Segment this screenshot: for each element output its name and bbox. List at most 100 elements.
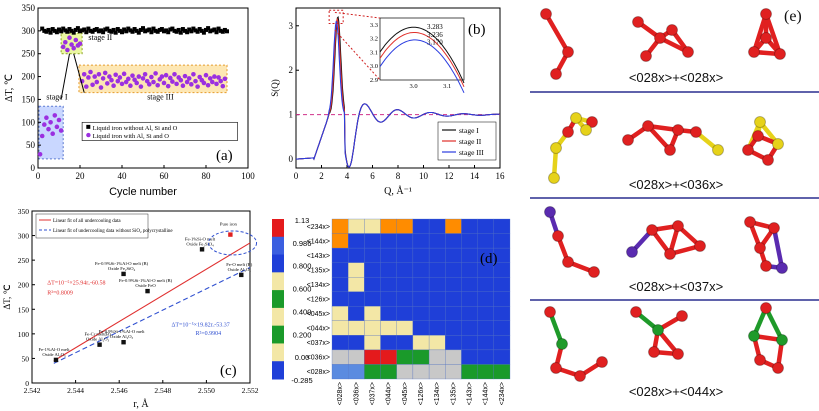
- chart-a-point-black: [210, 28, 215, 33]
- chart-d-cell: [364, 291, 381, 307]
- chart-b-xlabel: Q, Å⁻¹: [384, 185, 412, 197]
- chart-d-row-label: <036x>: [307, 355, 330, 362]
- chart-a-xtick-label: 100: [241, 171, 255, 181]
- cluster-atom: [748, 330, 760, 342]
- chart-a-point-purple: [86, 75, 91, 80]
- chart-a-point-black: [189, 29, 194, 34]
- chart-d-cell: [428, 335, 446, 351]
- chart-b-xtick-label: 4: [345, 171, 350, 181]
- chart-a-ytick-label: 100: [22, 117, 36, 127]
- chart-a-xtick-label: 20: [76, 171, 86, 181]
- cluster-atom: [664, 248, 676, 260]
- chart-b-inset-frame: [379, 17, 465, 81]
- chart-d-cell: [477, 306, 494, 321]
- chart-a-point-black: [40, 26, 45, 31]
- chart-b-series-line: [296, 20, 500, 168]
- chart-b-inset-series: [379, 26, 465, 84]
- chart-a-point-black: [57, 27, 61, 32]
- chart-a-point-black: [225, 29, 229, 34]
- chart-d-row-label: <143x>: [307, 253, 330, 260]
- chart-c-point-sublabel: Oxide Fe₂SiO₄: [108, 266, 136, 271]
- chart-d: 1.13 0.986 0.800 0.600 0.400 0.200 0.00 -0.285 <…: [268, 205, 524, 411]
- chart-a-point-black: [151, 26, 156, 31]
- cluster-atom: [774, 48, 786, 60]
- chart-a-point-purple: [130, 73, 135, 78]
- chart-a-point-black: [216, 26, 221, 31]
- chart-a-point-black: [78, 29, 82, 34]
- chart-a-point-black: [172, 28, 177, 33]
- chart-a-arrow-2: [60, 53, 70, 100]
- chart-c-point-label: Fe-1%Al-O melt: [38, 347, 70, 352]
- chart-d-cell: [380, 262, 397, 278]
- cluster-atom: [754, 242, 766, 254]
- chart-a-point-purple: [88, 69, 93, 75]
- chart-a-point-purple: [46, 126, 51, 132]
- chart-a: 0 20 40 60 80 100 0 50 100 150 200 250 300 350 Cycle n…: [0, 0, 262, 200]
- chart-a-point-black: [174, 29, 179, 34]
- chart-d-colorbar-band: [272, 254, 284, 273]
- chart-d-row-label: <126x>: [307, 297, 330, 304]
- chart-b-inset-series: [379, 32, 465, 88]
- chart-d-cell: [493, 306, 511, 321]
- cluster-atom: [752, 130, 764, 142]
- chart-a-point-purple: [121, 71, 127, 77]
- chart-d-cell: [477, 320, 494, 336]
- chart-a-point-black: [101, 30, 106, 35]
- chart-c-point-label: Fe-0.9%Si-1%Al-O melt (B): [119, 278, 173, 283]
- chart-d-cell: [428, 306, 446, 321]
- chart-b-ytick-label: 2: [289, 65, 294, 75]
- chart-a-ytick-label: 350: [22, 3, 36, 13]
- chart-a-point-purple: [201, 80, 207, 86]
- chart-a-point-purple: [119, 81, 125, 87]
- chart-c-point: [199, 247, 205, 252]
- chart-d-colorbar-band: [272, 236, 284, 256]
- chart-a-point-black: [199, 28, 204, 33]
- chart-a-legend-box: [81, 121, 238, 141]
- chart-d-colorbar-tick: -0.285: [291, 376, 312, 385]
- chart-d-cell: [380, 277, 397, 292]
- chart-d-cell: [428, 364, 446, 380]
- chart-a-point-purple: [98, 85, 104, 90]
- chart-d-cell: [445, 291, 462, 307]
- chart-a-point-black: [222, 27, 227, 32]
- chart-b: 0 2 4 6 8 10 12 14 16 0 1 2 3 Q, Å⁻¹ S(Q) 3.283 3.236 3.1…: [268, 0, 510, 200]
- chart-a-point-black: [44, 29, 49, 34]
- chart-c-point-label: Fe-1%Si-O melt: [185, 236, 216, 241]
- chart-d-cell: [412, 277, 430, 292]
- chart-c-legend-label-2: Linear fit of undercooling data without …: [53, 229, 173, 234]
- chart-a-point-black: [107, 28, 112, 33]
- chart-b-xtick-label: 2: [319, 171, 324, 181]
- chart-a-point-black: [115, 27, 120, 32]
- chart-d-cell: [380, 233, 397, 249]
- chart-d-cell: [412, 247, 430, 263]
- chart-a-point-black: [212, 27, 217, 32]
- chart-a-point-purple: [52, 113, 58, 118]
- chart-a-point-black: [166, 30, 171, 35]
- chart-a-point-black: [132, 27, 137, 32]
- cluster-atom: [580, 124, 592, 136]
- chart-a-point-purple: [138, 84, 144, 89]
- cluster-bond: [547, 309, 565, 347]
- chart-a-point-purple: [73, 37, 79, 43]
- chart-d-cell: [477, 277, 494, 292]
- chart-d-row-label: <028x>: [307, 369, 330, 376]
- chart-c-fit-line-nosio2: [53, 267, 251, 364]
- chart-b-ytick-label: 1: [289, 110, 294, 120]
- chart-a-xtick-label: 60: [160, 171, 170, 181]
- chart-d-colorbar-band: [272, 325, 284, 344]
- chart-c-legend-label-1: Linear fit of all undercooling data: [53, 219, 121, 224]
- chart-b-inset-series: [379, 39, 465, 94]
- chart-a-point-purple: [90, 82, 95, 88]
- cluster-atom: [548, 172, 560, 184]
- chart-d-cell: [364, 247, 381, 263]
- chart-a-point-black: [197, 27, 202, 32]
- chart-a-annotation-stage3: stage III: [147, 92, 174, 101]
- chart-a-panel-label: (a): [216, 148, 233, 164]
- chart-d-cell: [380, 364, 397, 380]
- chart-a-point-black: [143, 29, 148, 34]
- chart-a-point-black: [90, 29, 95, 34]
- chart-d-cell: [445, 349, 462, 365]
- chart-d-cell: [364, 364, 381, 380]
- chart-b-xtick-label: 12: [445, 171, 454, 181]
- chart-d-colorbar-band: [272, 219, 284, 238]
